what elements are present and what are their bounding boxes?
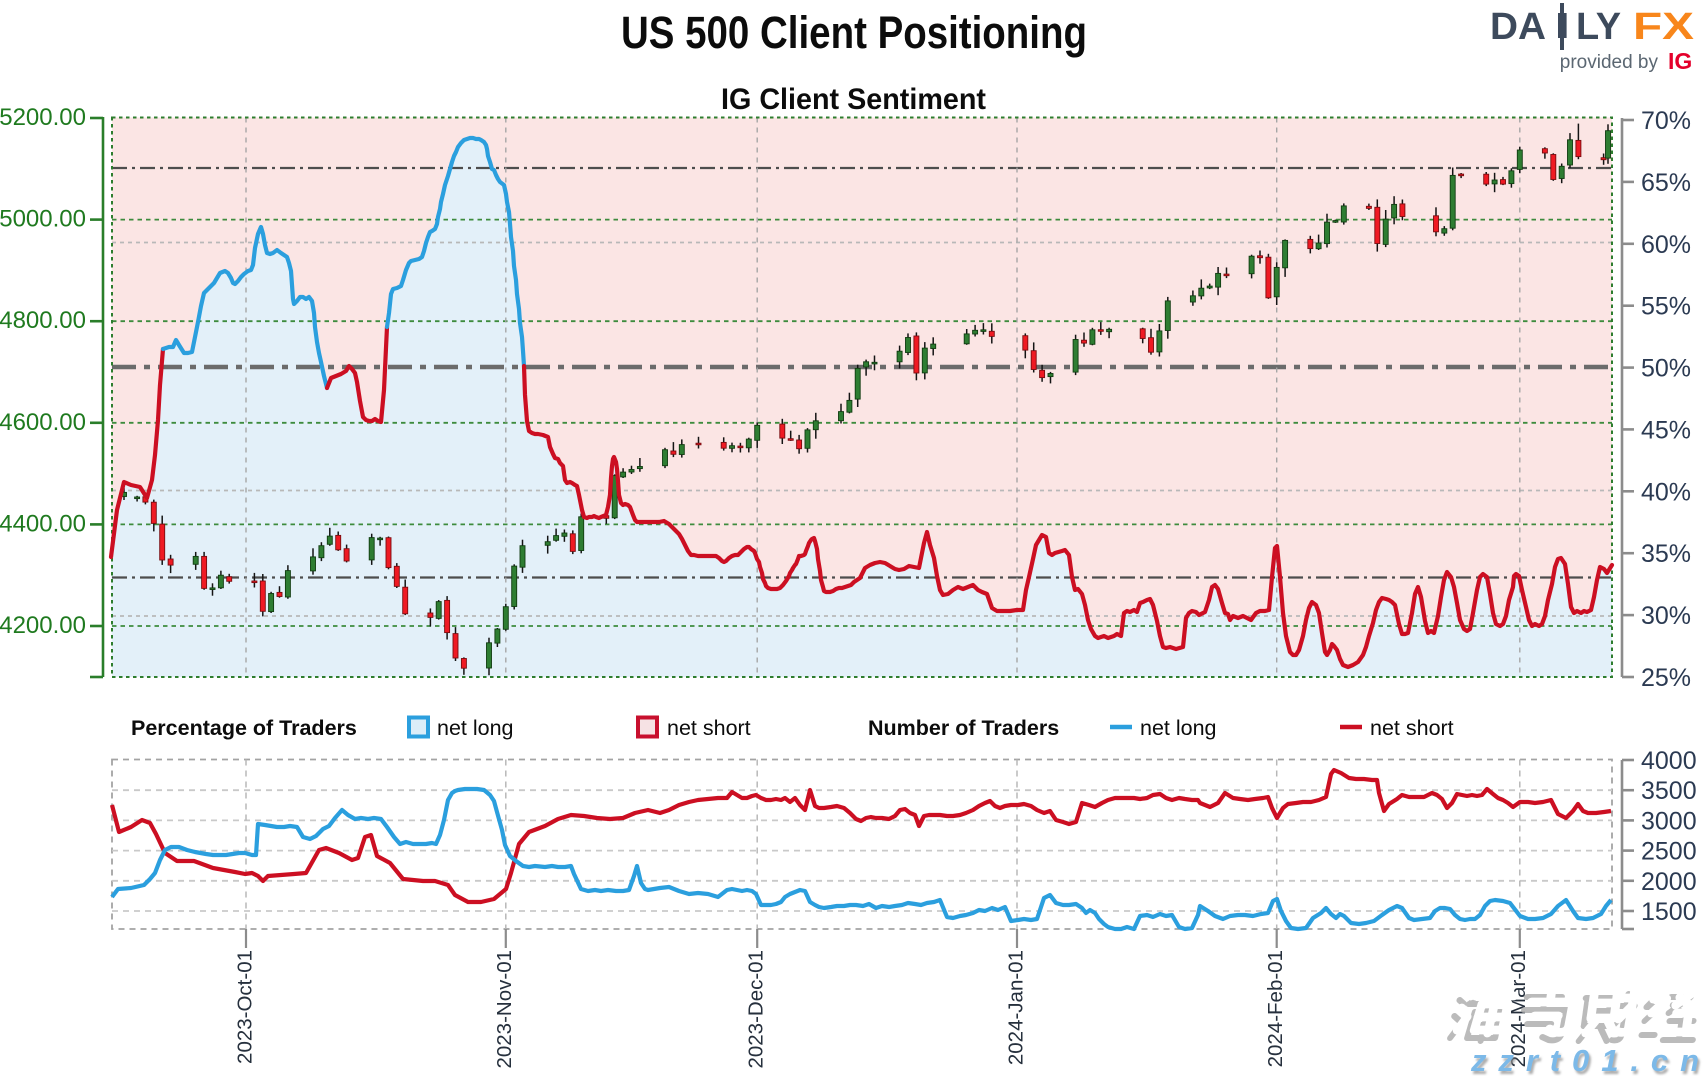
svg-text:40%: 40% (1641, 478, 1691, 506)
svg-text:35%: 35% (1641, 540, 1691, 568)
svg-text:55%: 55% (1641, 293, 1691, 321)
svg-text:4400.00: 4400.00 (0, 510, 86, 537)
svg-text:25%: 25% (1641, 664, 1691, 692)
svg-text:provided by: provided by (1560, 52, 1659, 73)
svg-text:2024-Mar-01: 2024-Mar-01 (1507, 950, 1530, 1067)
svg-text:2024-Jan-01: 2024-Jan-01 (1004, 950, 1027, 1065)
svg-text:4000: 4000 (1641, 747, 1697, 775)
svg-text:2023-Nov-01: 2023-Nov-01 (493, 950, 516, 1069)
svg-text:3500: 3500 (1641, 777, 1697, 805)
svg-text:net long: net long (437, 716, 514, 740)
svg-text:2023-Dec-01: 2023-Dec-01 (745, 950, 768, 1069)
svg-text:30%: 30% (1641, 602, 1691, 630)
svg-text:2500: 2500 (1641, 838, 1697, 866)
svg-text:LY: LY (1576, 6, 1621, 48)
svg-text:65%: 65% (1641, 169, 1691, 197)
svg-text:1500: 1500 (1641, 898, 1697, 926)
svg-text:Percentage of Traders: Percentage of Traders (131, 716, 357, 740)
svg-text:50%: 50% (1641, 355, 1691, 383)
svg-text:4600.00: 4600.00 (0, 409, 86, 436)
svg-text:zzrt01.cn: zzrt01.cn (1470, 1043, 1699, 1076)
svg-text:60%: 60% (1641, 231, 1691, 259)
svg-text:2023-Oct-01: 2023-Oct-01 (233, 950, 256, 1064)
svg-text:IG: IG (1668, 48, 1692, 74)
svg-text:2024-Feb-01: 2024-Feb-01 (1264, 950, 1287, 1067)
svg-text:4800.00: 4800.00 (0, 307, 86, 334)
svg-text:DA: DA (1490, 6, 1546, 48)
svg-text:5000.00: 5000.00 (0, 206, 86, 233)
svg-text:net long: net long (1140, 716, 1217, 740)
svg-text:45%: 45% (1641, 416, 1691, 444)
svg-text:net short: net short (1370, 716, 1454, 740)
svg-text:US 500 Client Positioning: US 500 Client Positioning (621, 7, 1087, 58)
svg-text:70%: 70% (1641, 107, 1691, 135)
svg-text:4200.00: 4200.00 (0, 612, 86, 639)
svg-text:net short: net short (667, 716, 751, 740)
svg-text:IG Client Sentiment: IG Client Sentiment (721, 83, 986, 116)
svg-text:Number of Traders: Number of Traders (868, 716, 1059, 740)
svg-text:2000: 2000 (1641, 868, 1697, 896)
svg-text:3000: 3000 (1641, 807, 1697, 835)
svg-text:FX: FX (1633, 6, 1695, 48)
svg-text:5200.00: 5200.00 (0, 104, 86, 131)
